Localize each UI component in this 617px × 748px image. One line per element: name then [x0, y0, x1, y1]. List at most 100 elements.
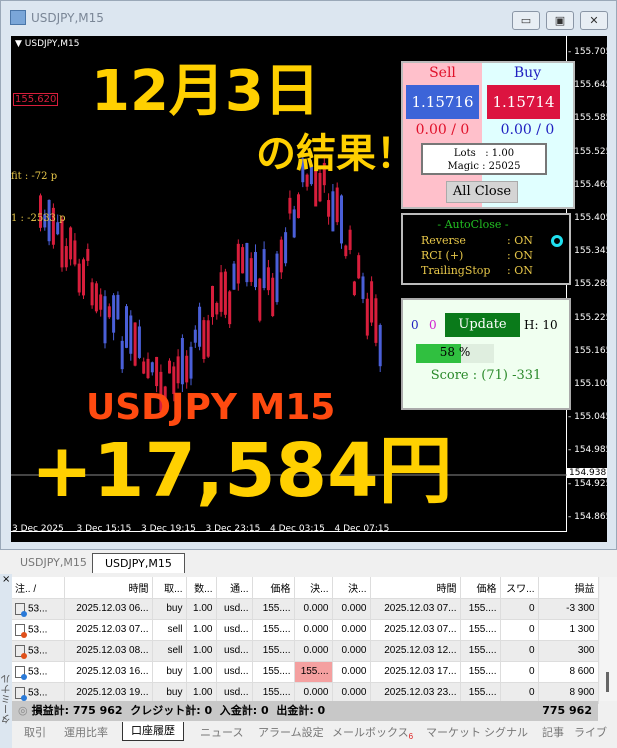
- table-cell: 2025.12.03 23...: [370, 682, 461, 704]
- candle: [47, 199, 51, 242]
- profit-label-2: 1 : -2533 p: [11, 213, 66, 224]
- table-cell: usd...: [216, 619, 253, 641]
- terminal-sidebar: × ターミナル: [0, 574, 13, 748]
- all-close-button[interactable]: All Close: [446, 181, 518, 203]
- sell-button[interactable]: 1.15716: [406, 85, 479, 119]
- candle: [159, 371, 163, 412]
- terminal-tab[interactable]: メールボックス6: [332, 727, 414, 742]
- table-cell: 1 300: [538, 619, 599, 641]
- lots-value: Lots : 1.00: [453, 148, 515, 159]
- close-button[interactable]: ✕: [580, 11, 608, 30]
- candle: [245, 242, 249, 283]
- candle: [365, 298, 369, 336]
- candle: [103, 296, 107, 344]
- column-header[interactable]: 価格: [252, 577, 295, 599]
- candle: [361, 276, 365, 299]
- autoclose-2-value: : ON: [507, 264, 533, 277]
- terminal-tab[interactable]: 記事: [542, 727, 564, 739]
- candle: [275, 253, 279, 303]
- terminal-tab[interactable]: シグナル: [484, 727, 528, 739]
- candle: [180, 338, 184, 385]
- table-cell: 2025.12.03 07...: [370, 598, 461, 620]
- order-buy-icon: [15, 665, 27, 680]
- maximize-button[interactable]: ▣: [546, 11, 574, 30]
- terminal-tab[interactable]: アラーム設定: [258, 727, 324, 739]
- table-cell: 155....: [252, 661, 295, 683]
- chart-tab-2[interactable]: USDJPY,M15: [92, 553, 185, 573]
- candles: [11, 151, 567, 476]
- terminal-tab[interactable]: ニュース: [200, 727, 244, 739]
- price-axis-label: - 154.985: [568, 445, 607, 456]
- scrollbar-thumb[interactable]: [606, 672, 609, 692]
- table-cell: 155....: [252, 640, 295, 662]
- price-chart[interactable]: ▼ USDJPY,M15 - 155.705 - 155.645 - 155.585…: [11, 36, 607, 542]
- mailbox-badge: 6: [408, 732, 414, 742]
- column-header[interactable]: スワ...: [500, 577, 539, 599]
- table-cell: 0.000: [332, 682, 371, 704]
- column-header[interactable]: 通...: [216, 577, 253, 599]
- candle: [258, 278, 262, 321]
- order-buy-icon: [15, 686, 27, 701]
- table-row[interactable]: 53... 2025.12.03 19... buy 1.00 usd... 155...…: [12, 682, 599, 704]
- column-header[interactable]: 決...: [294, 577, 333, 599]
- table-cell: 155....: [252, 598, 295, 620]
- candle: [94, 283, 98, 312]
- candle: [142, 361, 146, 374]
- column-header[interactable]: 損益: [538, 577, 599, 599]
- column-header[interactable]: 注.. /: [12, 577, 65, 599]
- candle: [318, 172, 322, 202]
- update-button[interactable]: Update: [445, 313, 520, 337]
- chart-tab-1[interactable]: USDJPY,M15: [20, 556, 87, 569]
- table-cell: 0.000: [294, 619, 333, 641]
- terminal-tab[interactable]: 取引: [24, 727, 46, 739]
- trade-panel: Sell Buy 1.15716 1.15714 0.00 / 0 0.00 /…: [401, 61, 575, 209]
- candle: [99, 294, 103, 310]
- scrollbar[interactable]: [600, 577, 617, 701]
- overlay-result: の結果！: [256, 131, 416, 177]
- terminal-close-icon[interactable]: ×: [2, 574, 11, 585]
- table-row[interactable]: 53... 2025.12.03 08... sell 1.00 usd... 155..…: [12, 640, 599, 662]
- table-cell: 2025.12.03 07...: [370, 619, 461, 641]
- terminal-tab[interactable]: ライブ: [574, 727, 607, 739]
- price-axis-label: - 155.465: [568, 179, 607, 190]
- candle: [198, 306, 202, 347]
- progress-label: 58 %: [439, 345, 471, 359]
- table-row[interactable]: 53... 2025.12.03 16... buy 1.00 usd... 155...…: [12, 661, 599, 683]
- candle: [279, 239, 283, 273]
- column-header[interactable]: 時間: [370, 577, 461, 599]
- table-cell: usd...: [216, 598, 253, 620]
- table-cell: 155....: [252, 619, 295, 641]
- minimize-button[interactable]: ▭: [512, 11, 540, 30]
- column-header[interactable]: 数...: [186, 577, 217, 599]
- table-cell: 2025.12.03 08...: [64, 640, 153, 662]
- candle: [284, 232, 288, 264]
- candle: [206, 320, 210, 357]
- table-row[interactable]: 53... 2025.12.03 07... sell 1.00 usd... 155..…: [12, 619, 599, 641]
- table-cell: -3 300: [538, 598, 599, 620]
- terminal-tab[interactable]: マーケット: [426, 727, 481, 739]
- autoclose-1-name: RCI (+): [421, 249, 464, 262]
- candle: [271, 277, 275, 317]
- candle: [309, 164, 313, 185]
- candle: [146, 358, 150, 379]
- candle: [335, 187, 339, 223]
- time-axis-label: 3 Dec 19:15: [141, 524, 196, 534]
- column-header[interactable]: 決...: [332, 577, 371, 599]
- terminal-tab[interactable]: 運用比率: [64, 727, 108, 739]
- terminal-tab[interactable]: 口座履歴: [122, 722, 184, 741]
- sell-label: Sell: [429, 65, 456, 81]
- table-cell: 53...: [12, 640, 65, 662]
- column-header[interactable]: 取...: [152, 577, 187, 599]
- status-indicator-icon: [551, 235, 563, 247]
- candle: [266, 267, 270, 291]
- candle: [262, 249, 266, 289]
- candle: [348, 229, 352, 251]
- candle: [39, 195, 42, 228]
- candle: [64, 246, 68, 268]
- chart-window: USDJPY,M15 ▭ ▣ ✕ ▼ USDJPY,M15 - 155.705 -…: [0, 0, 617, 550]
- candle: [90, 282, 94, 306]
- column-header[interactable]: 時間: [64, 577, 153, 599]
- table-row[interactable]: 53... 2025.12.03 06... buy 1.00 usd... 155...…: [12, 598, 599, 620]
- buy-button[interactable]: 1.15714: [487, 85, 560, 119]
- column-header[interactable]: 価格: [460, 577, 501, 599]
